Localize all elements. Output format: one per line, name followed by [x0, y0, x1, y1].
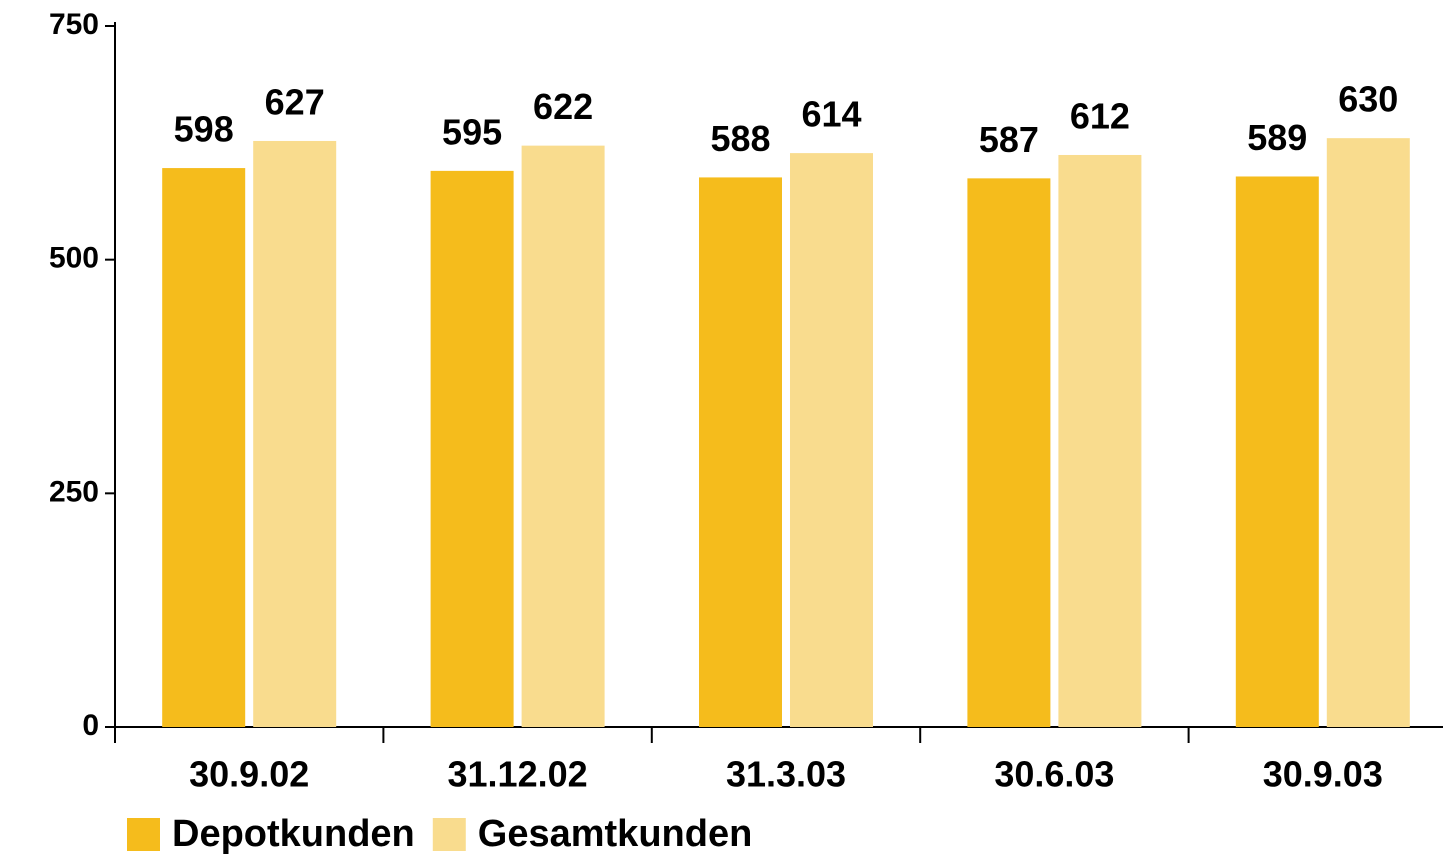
- bar: [967, 178, 1051, 728]
- y-tick-label: 750: [49, 8, 99, 41]
- bar: [253, 140, 337, 728]
- value-label: 627: [265, 81, 325, 122]
- value-label: 598: [174, 109, 234, 150]
- x-tick-label: 31.3.03: [726, 754, 846, 795]
- value-label: 587: [979, 119, 1039, 160]
- legend-swatch: [127, 818, 160, 851]
- y-tick-label: 0: [82, 709, 99, 742]
- bar: [1326, 138, 1410, 727]
- value-label: 589: [1247, 117, 1307, 158]
- x-tick-label: 31.12.02: [448, 754, 588, 795]
- value-label: 595: [442, 111, 502, 152]
- bar: [162, 168, 246, 727]
- x-tick-label: 30.9.02: [189, 754, 309, 795]
- value-label: 622: [533, 86, 593, 127]
- y-tick-label: 500: [49, 242, 99, 275]
- bar: [790, 153, 873, 727]
- bar: [1235, 176, 1319, 728]
- x-tick-label: 30.9.03: [1263, 754, 1383, 795]
- value-label: 630: [1338, 79, 1398, 120]
- legend-label: Gesamtkunden: [478, 813, 753, 855]
- bar: [699, 177, 782, 727]
- value-label: 612: [1070, 95, 1130, 136]
- legend-label: Depotkunden: [172, 813, 415, 855]
- bar: [430, 170, 514, 727]
- bar: [521, 145, 605, 727]
- value-label: 588: [710, 118, 770, 159]
- y-tick-label: 250: [49, 475, 99, 508]
- bar: [1058, 154, 1142, 727]
- legend-swatch: [432, 818, 466, 851]
- value-label: 614: [801, 94, 861, 135]
- x-tick-label: 30.6.03: [994, 754, 1114, 795]
